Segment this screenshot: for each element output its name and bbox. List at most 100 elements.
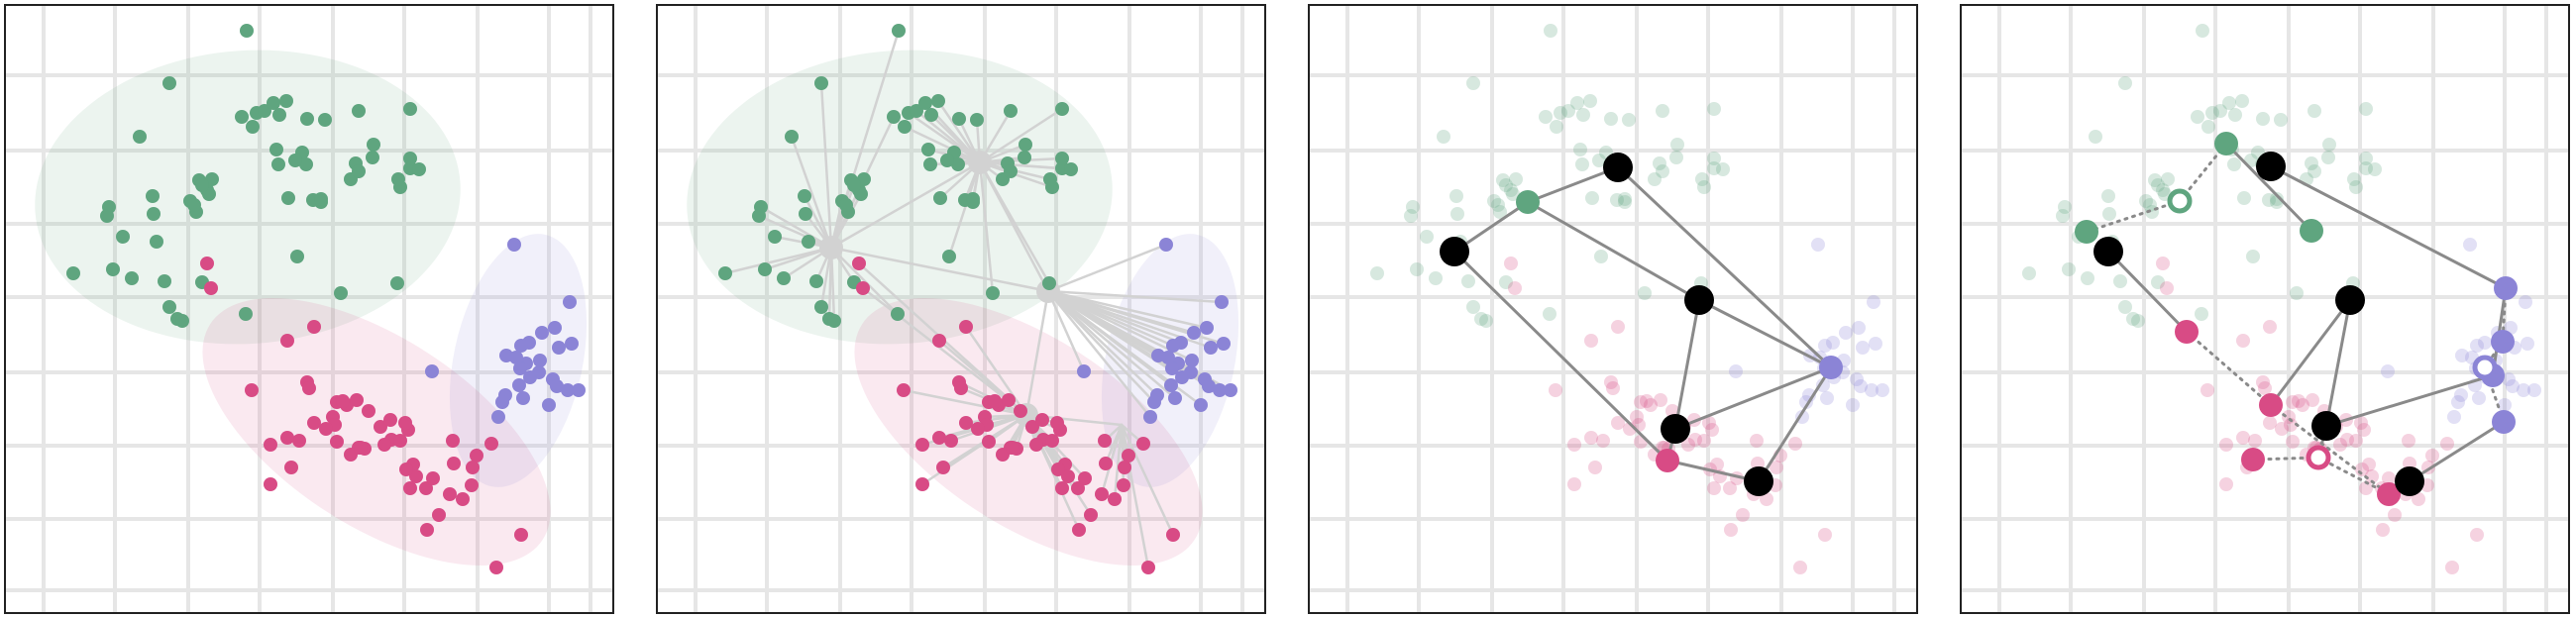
- green-faded-point: [2359, 102, 2373, 116]
- edge: [964, 325, 1028, 417]
- green-faded-point: [2274, 113, 2288, 127]
- green-faded-point: [2359, 152, 2373, 165]
- pink-point: [447, 457, 461, 470]
- pink-point: [204, 281, 218, 295]
- green-point: [352, 104, 366, 118]
- green-point: [1055, 152, 1069, 165]
- edge: [861, 286, 1028, 417]
- green-point: [777, 271, 791, 285]
- panel-3-graph: [1308, 4, 1918, 614]
- edge: [1526, 200, 1701, 302]
- green-point: [272, 108, 286, 122]
- purple-faded-point: [2472, 391, 2486, 405]
- green-faded-point: [1420, 230, 1434, 244]
- pink-node: [2241, 448, 2265, 471]
- purple-point: [1147, 395, 1161, 409]
- green-point: [158, 274, 171, 288]
- pink-faded-point: [2275, 422, 2289, 436]
- pink-faded-point: [2402, 434, 2415, 448]
- pink-point: [336, 394, 350, 408]
- green-point: [758, 262, 772, 276]
- green-faded-point: [1653, 156, 1666, 170]
- green-point: [116, 230, 130, 244]
- green-faded-point: [2058, 200, 2072, 214]
- edge: [2316, 456, 2391, 496]
- edge: [2324, 373, 2495, 428]
- pink-faded-point: [2376, 523, 2390, 537]
- pink-point: [1118, 461, 1131, 474]
- green-point: [125, 271, 139, 285]
- purple-faded-point: [2517, 383, 2530, 397]
- green-faded-point: [2156, 183, 2170, 197]
- green-point: [951, 157, 965, 171]
- pink-faded-point: [1793, 561, 1807, 574]
- green-faded-point: [1669, 151, 1683, 164]
- green-faded-point: [2256, 112, 2270, 126]
- edge: [978, 160, 1050, 293]
- pink-point: [971, 422, 985, 436]
- purple-point: [548, 321, 562, 335]
- edge: [1120, 423, 1150, 569]
- green-faded-point: [2305, 156, 2318, 170]
- pink-point: [426, 471, 440, 485]
- panel-2-cluster-hubs: [656, 4, 1266, 614]
- green-point: [814, 300, 828, 314]
- panel-frame: [4, 4, 614, 614]
- purple-point: [1194, 398, 1208, 412]
- pink-point: [470, 449, 483, 463]
- pink-point: [465, 478, 479, 492]
- edge: [1673, 298, 1701, 431]
- pink-point: [959, 320, 973, 334]
- purple-faded-point: [1852, 321, 1866, 335]
- pink-point: [284, 461, 298, 474]
- pink-node: [2377, 482, 2401, 506]
- green-faded-point: [1610, 193, 1624, 207]
- purple-point: [1224, 383, 1237, 397]
- edge: [829, 246, 836, 323]
- green-faded-point: [1618, 195, 1632, 209]
- green-point: [752, 209, 766, 223]
- green-faded-point: [2056, 209, 2070, 223]
- edge: [2085, 199, 2182, 234]
- purple-point: [1159, 238, 1173, 252]
- edge: [829, 246, 1050, 293]
- green-point: [133, 130, 147, 144]
- hub-node: [968, 151, 992, 174]
- purple-point: [1077, 364, 1091, 378]
- green-points: [718, 24, 1078, 328]
- purple-point: [514, 339, 528, 353]
- purple-point: [1165, 361, 1179, 375]
- green-point: [267, 96, 280, 110]
- green-faded-point: [1406, 200, 1420, 214]
- purple-point: [1168, 391, 1182, 405]
- pink-faded-point: [1634, 435, 1648, 449]
- purple-node: [2494, 276, 2518, 300]
- green-point: [785, 130, 799, 144]
- green-point: [910, 104, 923, 118]
- pink-faded-point: [1710, 458, 1724, 471]
- pink-node: [2259, 393, 2283, 417]
- pink-point: [988, 394, 1002, 408]
- purple-faded-point: [2502, 372, 2516, 386]
- pink-nodes: [1656, 449, 1679, 472]
- hub-node: [819, 236, 843, 259]
- pink-point: [1071, 481, 1085, 495]
- purple-nodes: [1819, 356, 1843, 379]
- pink-point: [307, 416, 321, 430]
- green-point: [887, 110, 901, 124]
- green-faded-point: [1716, 162, 1730, 176]
- green-point: [918, 96, 932, 110]
- green-faded-point: [2101, 189, 2115, 203]
- green-cluster-region: [687, 50, 1113, 345]
- pink-point: [446, 434, 460, 448]
- purple-point: [1185, 354, 1199, 367]
- green-point: [1004, 104, 1018, 118]
- pink-point: [484, 437, 498, 451]
- green-faded-point: [1707, 161, 1721, 175]
- pink-point: [1035, 413, 1049, 427]
- pink-faded-point: [1508, 281, 1522, 295]
- green-faded-point: [1499, 178, 1513, 192]
- edge: [757, 214, 833, 250]
- green-point: [246, 120, 260, 134]
- pink-point: [954, 381, 968, 395]
